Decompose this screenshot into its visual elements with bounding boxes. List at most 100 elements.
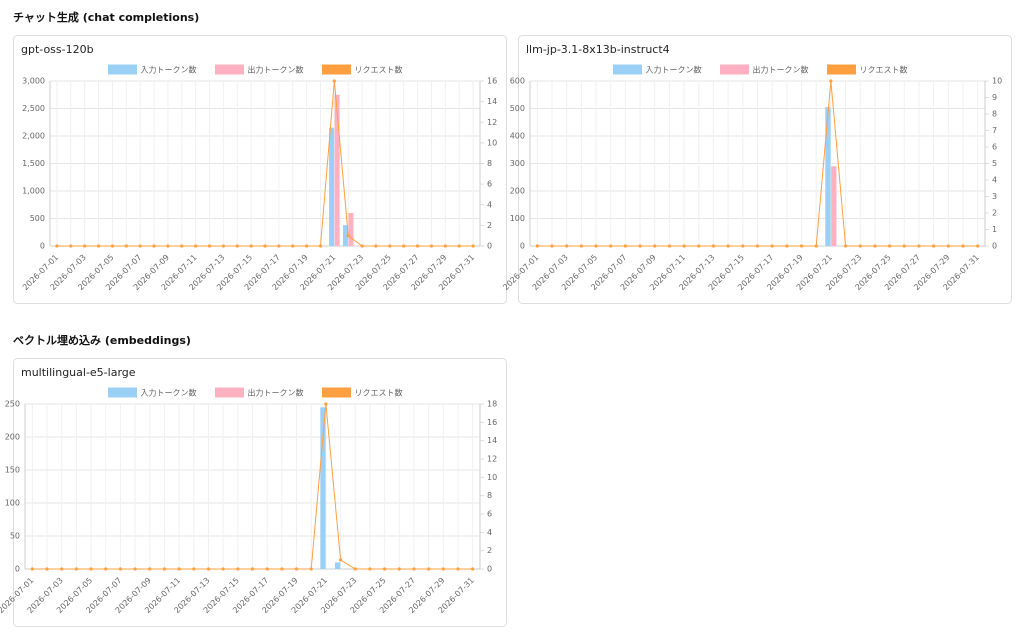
y2-tick-label: 14 (487, 97, 497, 106)
y2-tick-label: 2 (487, 221, 492, 230)
point (535, 244, 539, 248)
legend-label: 入力トークン数 (646, 65, 702, 75)
point (932, 244, 936, 248)
point (69, 244, 73, 248)
point (873, 244, 877, 248)
y2-tick-label: 6 (487, 510, 492, 519)
y2-tick-label: 14 (487, 436, 497, 445)
point (162, 567, 167, 571)
point (843, 244, 848, 248)
y2-tick-label: 5 (992, 159, 997, 168)
point (667, 244, 672, 248)
point (785, 244, 789, 248)
y2-tick-label: 3 (992, 192, 997, 201)
y2-tick-label: 16 (487, 418, 497, 427)
point (280, 567, 284, 571)
y-tick-label: 250 (5, 400, 20, 409)
y-tick-label: 1,500 (22, 159, 45, 168)
point (429, 244, 434, 248)
point (697, 244, 701, 248)
point (221, 567, 225, 571)
y-tick-label: 600 (510, 77, 525, 86)
point (711, 244, 716, 248)
point (110, 244, 115, 248)
point (104, 567, 108, 571)
bar (342, 225, 348, 246)
section-heading: ベクトル埋め込み (embeddings) (13, 333, 191, 347)
point (799, 244, 804, 248)
point (291, 244, 295, 248)
legend-label: 出力トークン数 (248, 65, 304, 75)
y2-tick-label: 6 (487, 180, 492, 189)
point (192, 567, 196, 571)
legend-label: 出力トークン数 (248, 388, 304, 398)
y2-tick-label: 8 (487, 491, 492, 500)
legend-swatch (827, 64, 856, 75)
y-tick-label: 100 (510, 214, 525, 223)
point (55, 244, 59, 248)
y-tick-label: 100 (5, 499, 20, 508)
point (194, 244, 198, 248)
point (332, 79, 336, 83)
y2-tick-label: 1 (992, 225, 997, 234)
y2-tick-label: 9 (992, 93, 997, 102)
point (249, 244, 253, 248)
point (415, 244, 420, 248)
point (152, 244, 156, 248)
legend-label: 出力トークン数 (753, 65, 809, 75)
section-heading: チャット生成 (chat completions) (13, 10, 199, 24)
y2-tick-label: 4 (487, 200, 492, 209)
y2-tick-label: 12 (487, 118, 497, 127)
legend-label: リクエスト数 (355, 65, 403, 75)
point (441, 567, 445, 571)
y2-tick-label: 18 (487, 400, 497, 409)
y-tick-label: 200 (5, 433, 20, 442)
point (346, 234, 350, 238)
y-tick-label: 3,000 (22, 77, 45, 86)
point (457, 244, 461, 248)
point (682, 244, 686, 248)
point (294, 567, 299, 571)
y-tick-label: 150 (5, 466, 20, 475)
point (726, 244, 730, 248)
point (917, 244, 921, 248)
point (96, 244, 101, 248)
point (609, 244, 613, 248)
bar (825, 107, 831, 246)
y-tick-label: 2,500 (22, 104, 45, 113)
point (30, 567, 34, 571)
y-tick-label: 2,000 (22, 132, 45, 141)
point (133, 567, 137, 571)
point (353, 567, 357, 571)
y2-tick-label: 6 (992, 143, 997, 152)
legend-label: 入力トークン数 (141, 388, 197, 398)
point (250, 567, 255, 571)
point (60, 567, 64, 571)
y2-tick-label: 0 (487, 565, 492, 574)
point (456, 567, 460, 571)
legend-swatch (322, 387, 351, 398)
point (206, 567, 211, 571)
y2-tick-label: 10 (487, 138, 497, 147)
point (83, 244, 87, 248)
point (976, 244, 980, 248)
y-tick-label: 300 (510, 159, 525, 168)
bar (320, 407, 326, 569)
legend-label: 入力トークン数 (141, 65, 197, 75)
point (360, 244, 364, 248)
y-tick-label: 0 (15, 565, 20, 574)
legend-label: リクエスト数 (355, 388, 403, 398)
point (427, 567, 431, 571)
point (858, 244, 862, 248)
point (961, 244, 965, 248)
y2-tick-label: 4 (992, 176, 997, 185)
point (138, 244, 142, 248)
point (318, 244, 323, 248)
point (124, 244, 128, 248)
y-tick-label: 1,000 (22, 187, 45, 196)
point (946, 244, 950, 248)
chart-title: llm-jp-3.1-8x13b-instruct4 (526, 43, 670, 56)
y2-tick-label: 0 (487, 242, 492, 251)
